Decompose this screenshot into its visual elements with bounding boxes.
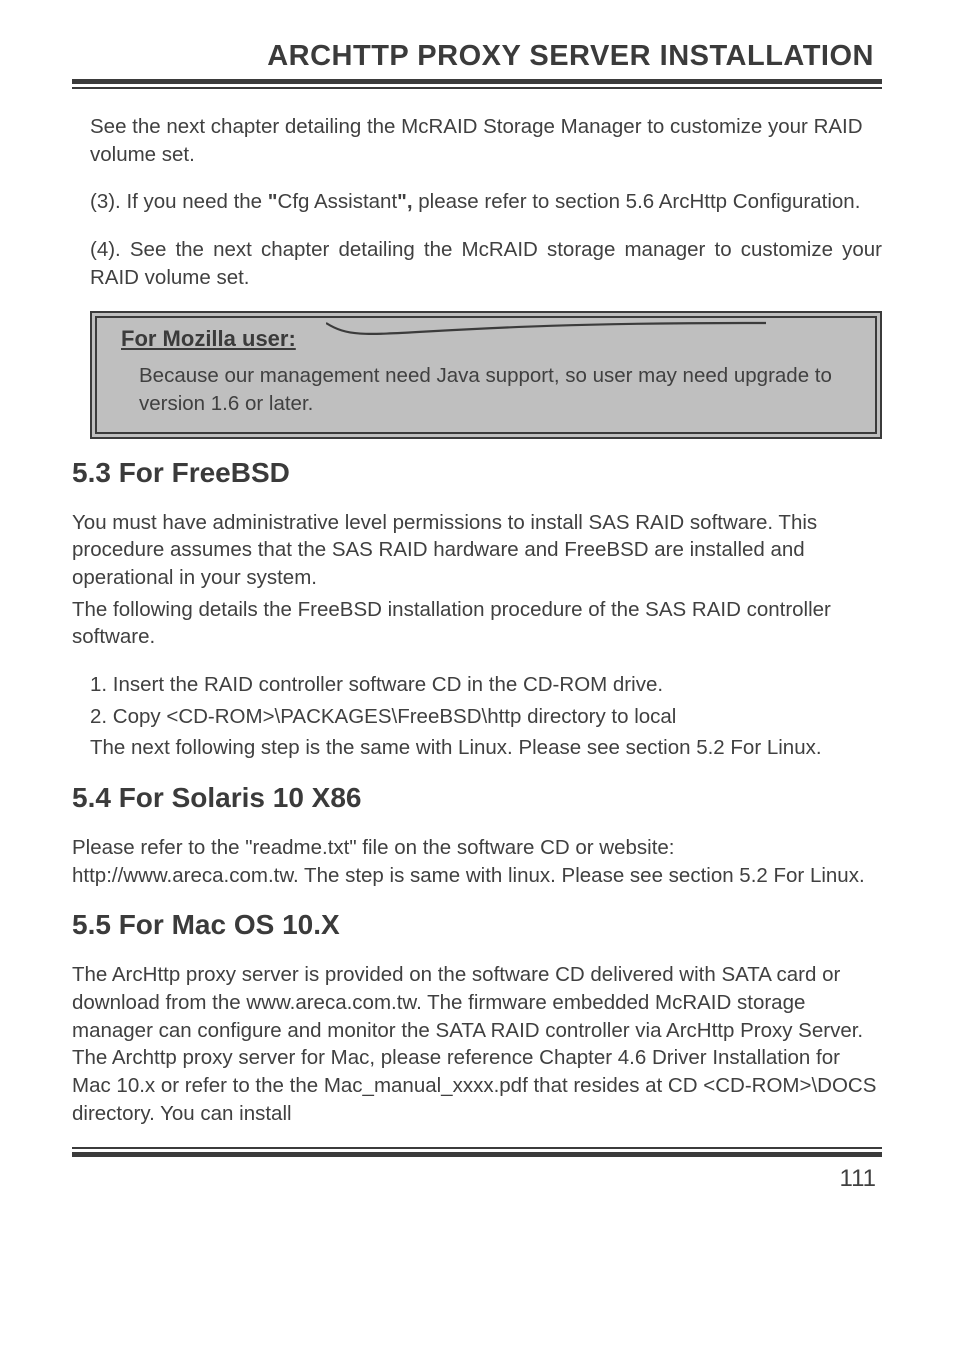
page-number: 111 <box>72 1165 882 1193</box>
footer-rule-thick <box>72 1152 882 1157</box>
note-body: Because our management need Java support… <box>121 362 851 417</box>
note-box: For Mozilla user: Because our management… <box>90 311 882 438</box>
heading-5-4: 5.4 For Solaris 10 X86 <box>72 782 882 814</box>
note-title-row: For Mozilla user: <box>121 326 851 356</box>
note-divider-swoosh-icon <box>326 320 766 346</box>
text-span: (3). If you need the <box>90 190 268 213</box>
footer-rule-thin <box>72 1147 882 1149</box>
title-rule-thin <box>72 87 882 89</box>
sec55-paragraph-1: The ArcHttp proxy server is provided on … <box>72 961 882 1127</box>
note-inner: For Mozilla user: Because our management… <box>95 316 877 433</box>
quote-open: " <box>268 190 278 213</box>
sec53-paragraph-2: The following details the FreeBSD instal… <box>72 596 882 651</box>
title-rule-thick <box>72 79 882 84</box>
intro-paragraph-1: See the next chapter detailing the McRAI… <box>72 113 882 168</box>
sec54-paragraph-1: Please refer to the "readme.txt" file on… <box>72 834 882 889</box>
sec53-step-2: 2. Copy <CD-ROM>\PACKAGES\FreeBSD\http d… <box>72 703 882 731</box>
sec53-step-tail: The next following step is the same with… <box>72 734 882 762</box>
heading-5-3: 5.3 For FreeBSD <box>72 457 882 489</box>
text-span: please refer to section 5.6 ArcHttp Conf… <box>413 190 861 213</box>
sec53-step-1: 1. Insert the RAID controller software C… <box>72 671 882 699</box>
heading-5-5: 5.5 For Mac OS 10.X <box>72 909 882 941</box>
intro-paragraph-3: (4). See the next chapter detailing the … <box>72 236 882 291</box>
intro-paragraph-2: (3). If you need the "Cfg Assistant", pl… <box>72 188 882 216</box>
sec53-paragraph-1: You must have administrative level permi… <box>72 509 882 592</box>
note-title: For Mozilla user: <box>121 326 296 351</box>
page-title: ARCHTTP PROXY SERVER INSTALLATION <box>72 40 882 73</box>
text-span: Cfg Assistant <box>278 190 398 213</box>
quote-close: ", <box>397 190 412 213</box>
